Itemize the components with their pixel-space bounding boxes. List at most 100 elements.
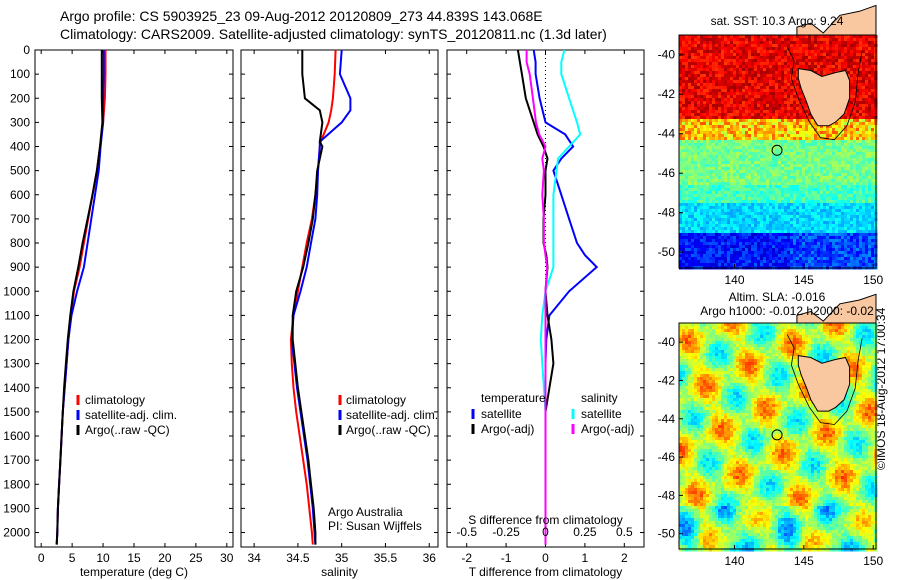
map-cell [790,161,794,165]
map-cell [766,242,770,246]
map-cell [709,92,713,96]
map-cell [868,218,872,222]
map-cell [757,68,761,72]
map-cell [781,65,785,69]
map-cell [682,182,686,186]
map-cell [793,65,797,69]
map-cell [784,233,788,237]
map-cell [784,212,788,216]
map-cell [814,215,818,219]
map-cell [718,155,722,159]
map-cell [853,125,857,129]
map-cell [739,35,743,39]
map-cell [859,38,863,42]
map-cell [838,158,842,162]
map-cell [838,119,842,123]
map-cell [820,143,824,147]
map-cell [739,143,743,147]
map-cell [742,35,746,39]
map-cell [682,119,686,123]
map-cell [811,134,815,138]
map-cell [799,56,803,60]
map-cell [733,221,737,225]
map-cell [742,164,746,168]
map-cell [862,188,866,192]
map-cell [724,146,728,150]
map-cell [850,218,854,222]
map-cell [757,158,761,162]
map-cell [685,128,689,132]
map-cell [793,89,797,93]
map-cell [778,53,782,57]
map-cell [703,203,707,207]
map-cell [838,56,842,60]
map-cell [754,179,758,183]
map-cell [757,77,761,81]
map-cell [847,59,851,63]
map-cell [859,173,863,177]
map-cell [736,128,740,132]
map-cell [823,140,827,144]
map-cell [829,221,833,225]
x-tick-label: 1 [582,551,589,565]
map-cell [709,170,713,174]
map-cell [700,170,704,174]
map-cell [817,50,821,54]
map-cell [757,107,761,111]
map-cell [832,221,836,225]
map-cell [760,71,764,75]
map-cell [703,155,707,159]
map-cell [763,248,767,252]
map-cell [751,44,755,48]
map-cell [790,218,794,222]
map-cell [796,149,800,153]
map-cell [766,95,770,99]
map-cell [748,182,752,186]
depth-tick-label: 1500 [3,405,30,419]
map-cell [721,209,725,213]
map-cell [805,200,809,204]
map-cell [760,125,764,129]
map-cell [748,47,752,51]
map-cell [697,41,701,45]
map-cell [844,56,848,60]
map-cell [688,83,692,87]
map-cell [745,38,749,42]
map-cell [811,131,815,135]
map-cell [718,176,722,180]
map-cell [718,218,722,222]
map-cell [691,53,695,57]
map-cell [796,197,800,201]
map-cell [742,113,746,117]
map-cell [682,167,686,171]
map-cell [859,209,863,213]
map-cell [682,104,686,108]
map-cell [832,230,836,234]
map-cell [847,218,851,222]
difference-panel: -2 -1 0 1 2T difference from climatology-0.5… [446,49,645,579]
map-cell [760,119,764,123]
map-cell [862,236,866,240]
map-cell [697,221,701,225]
map-cell [760,41,764,45]
map-cell [757,179,761,183]
map-cell [700,38,704,42]
map-cell [679,152,683,156]
map-cell [838,239,842,243]
map-cell [820,218,824,222]
map-cell [739,212,743,216]
map-cell [865,164,869,168]
map-cell [859,65,863,69]
map-cell [829,128,833,132]
map-cell [820,224,824,228]
map-cell [802,206,806,210]
map-cell [802,149,806,153]
map-cell [796,236,800,240]
map-cell [733,116,737,120]
map-cell [721,50,725,54]
map-cell [679,119,683,123]
map-cell [718,56,722,60]
map-cell [697,50,701,54]
map-cell [769,104,773,108]
map-cell [871,185,875,189]
